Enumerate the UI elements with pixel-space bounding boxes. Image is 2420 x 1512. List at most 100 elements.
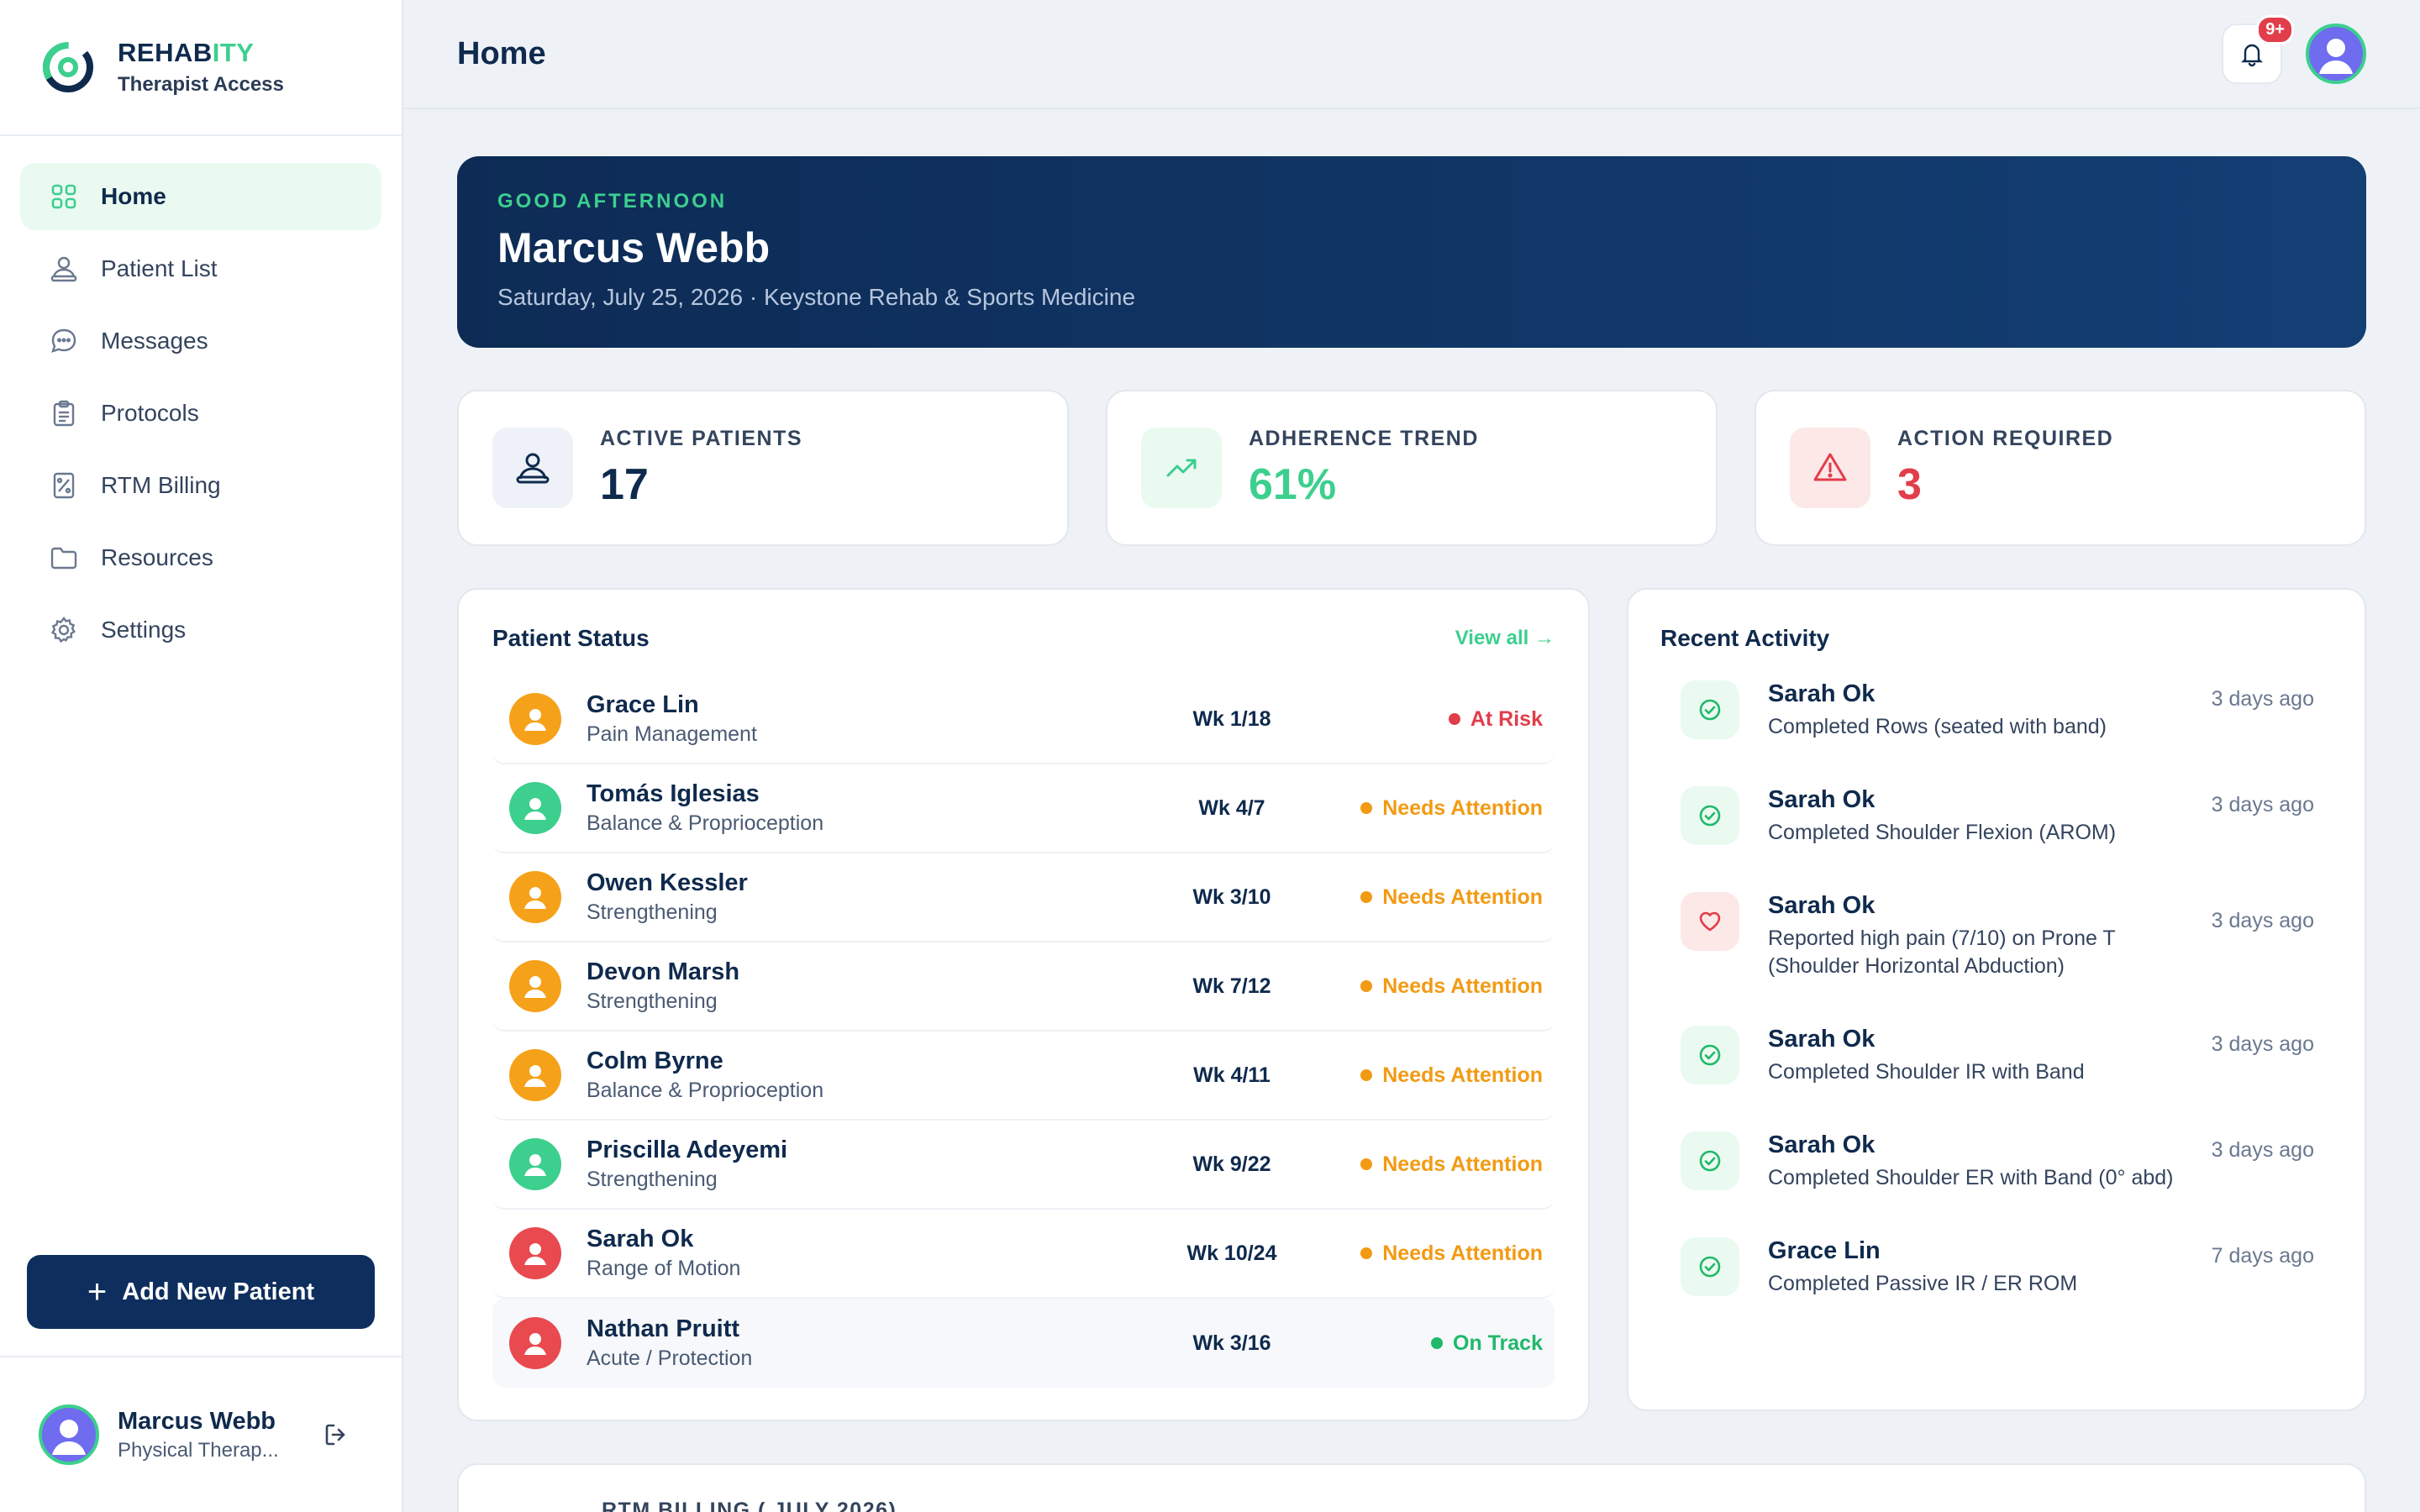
topbar: Home 9+	[403, 0, 2420, 109]
person-icon	[49, 254, 79, 284]
add-new-patient-button[interactable]: + Add New Patient	[27, 1255, 375, 1329]
activity-patient: Sarah Ok	[1768, 786, 1876, 813]
user-role: Physical Therap...	[118, 1438, 279, 1462]
clipboard-icon	[49, 398, 79, 428]
status-label: At Risk	[1470, 706, 1543, 731]
sidebar-item-label: Resources	[101, 544, 213, 570]
list-item[interactable]: Sarah Ok Completed Shoulder IR with Band 3…	[1660, 1026, 2333, 1086]
notification-badge: 9+	[2256, 15, 2294, 45]
patient-name: Sarah Ok	[587, 1226, 694, 1252]
sidebar-item-settings[interactable]: Settings	[20, 596, 381, 664]
stat-label: ACTIVE PATIENTS	[600, 426, 803, 450]
logout-icon[interactable]	[319, 1418, 353, 1452]
heart-icon	[1699, 911, 1721, 932]
therapist-name: Marcus Webb	[497, 224, 771, 271]
check-circle-icon	[1699, 1256, 1721, 1278]
sidebar-item-label: Patient List	[101, 255, 218, 281]
patient-week: Wk 4/11	[1193, 1063, 1270, 1087]
check-circle-icon	[1699, 1044, 1721, 1066]
sidebar-item-protocols[interactable]: Protocols	[20, 380, 381, 447]
check-circle-icon	[1699, 805, 1721, 827]
billing-title: RTM BILLING ( JULY 2026)	[602, 1499, 897, 1512]
patient-name: Tomás Iglesias	[587, 780, 760, 807]
plus-icon: +	[87, 1273, 108, 1310]
avatar[interactable]	[39, 1404, 99, 1465]
person-icon	[524, 1243, 546, 1265]
stat-value: 17	[600, 459, 649, 509]
status-badge: On Track	[1299, 1331, 1543, 1356]
notifications-button[interactable]: 9+	[2222, 15, 2294, 84]
profile-avatar[interactable]	[2306, 24, 2366, 84]
avatar	[509, 693, 561, 745]
sidebar-item-rtm-billing[interactable]: RTM Billing	[20, 452, 381, 519]
sidebar-item-resources[interactable]: Resources	[20, 524, 381, 591]
stat-label: ADHERENCE TREND	[1249, 426, 1479, 450]
view-all-link[interactable]: View all →	[1455, 627, 1555, 649]
table-row[interactable]: Colm Byrne Balance & Proprioception Wk 4/1…	[492, 1032, 1555, 1121]
list-item[interactable]: Sarah Ok Completed Rows (seated with band…	[1660, 680, 2333, 741]
activity-time: 3 days ago	[2211, 687, 2314, 711]
stat-active-patients[interactable]: ACTIVE PATIENTS 17	[457, 390, 1069, 546]
list-item[interactable]: Grace Lin Completed Passive IR / ER ROM 7 …	[1660, 1237, 2333, 1298]
list-item[interactable]: Sarah Ok Completed Shoulder Flexion (AROM…	[1660, 786, 2333, 847]
activity-description: Completed Rows (seated with band)	[1768, 715, 2107, 738]
recent-activity-panel: Recent Activity Sarah Ok Completed Rows (…	[1627, 588, 2366, 1411]
activity-patient: Sarah Ok	[1768, 892, 1876, 919]
stat-action-required[interactable]: ACTION REQUIRED 3	[1754, 390, 2366, 546]
status-badge: Needs Attention	[1299, 1242, 1543, 1266]
activity-patient: Grace Lin	[1768, 1237, 1881, 1264]
avatar	[509, 871, 561, 923]
gear-icon	[49, 615, 79, 645]
patient-week: Wk 10/24	[1186, 1241, 1277, 1265]
activity-description: Completed Passive IR / ER ROM	[1768, 1272, 2078, 1295]
patient-status-panel: Patient Status View all → Grace Lin Pain …	[457, 588, 1590, 1421]
table-row[interactable]: Sarah Ok Range of Motion Wk 10/24 Needs Att…	[492, 1210, 1555, 1299]
user-name: Marcus Webb	[118, 1407, 276, 1435]
status-badge: Needs Attention	[1299, 885, 1543, 910]
current-user[interactable]: Marcus Webb Physical Therap...	[0, 1356, 402, 1512]
activity-description: Reported high pain (7/10) on Prone T (Sh…	[1768, 927, 2116, 978]
sidebar-item-home[interactable]: Home	[20, 163, 381, 230]
table-row[interactable]: Devon Marsh Strengthening Wk 7/12 Needs Att…	[492, 942, 1555, 1032]
stats-row: ACTIVE PATIENTS 17 ADHERENCE TREND 61%	[457, 390, 2366, 546]
sidebar-item-patient-list[interactable]: Patient List	[20, 235, 381, 302]
table-row[interactable]: Priscilla Adeyemi Strengthening Wk 9/22 Nee…	[492, 1121, 1555, 1210]
activity-icon	[1681, 786, 1739, 845]
person-icon	[524, 976, 546, 998]
status-badge: Needs Attention	[1299, 1152, 1543, 1177]
activity-time: 3 days ago	[2211, 1032, 2314, 1056]
table-row[interactable]: Grace Lin Pain Management Wk 1/18 At Risk	[492, 675, 1555, 764]
activity-icon	[1681, 1237, 1739, 1296]
page-title: Home	[457, 35, 546, 71]
sidebar-nav: Home Patient List Messages Protocols	[0, 136, 402, 664]
list-item[interactable]: Sarah Ok Completed Shoulder ER with Band …	[1660, 1131, 2333, 1192]
chat-icon	[49, 326, 79, 356]
status-dot	[1360, 891, 1373, 903]
person-icon	[524, 1333, 546, 1355]
stat-adherence-trend[interactable]: ADHERENCE TREND 61%	[1106, 390, 1718, 546]
brand-subtitle: Therapist Access	[118, 73, 284, 96]
panel-title: Recent Activity	[1660, 625, 1830, 651]
table-row[interactable]: Tomás Iglesias Balance & Proprioception Wk…	[492, 764, 1555, 853]
brand-name: REHABITY	[118, 38, 255, 67]
stat-value: 3	[1897, 459, 1922, 509]
table-row[interactable]: Nathan Pruitt Acute / Protection Wk 3/16 On…	[492, 1299, 1555, 1388]
patient-name: Colm Byrne	[587, 1047, 723, 1074]
table-row[interactable]: Owen Kessler Strengthening Wk 3/10 Needs At…	[492, 853, 1555, 942]
status-dot	[1431, 1337, 1443, 1349]
patient-category: Range of Motion	[587, 1257, 741, 1280]
list-item[interactable]: Sarah Ok Reported high pain (7/10) on Pro…	[1660, 892, 2333, 980]
status-dot	[1360, 1158, 1373, 1170]
sidebar-item-label: Home	[101, 183, 166, 209]
status-label: Needs Attention	[1382, 885, 1543, 909]
sidebar-item-label: RTM Billing	[101, 472, 221, 498]
patient-week: Wk 3/16	[1192, 1331, 1271, 1355]
main-content: Home 9+ GOOD AFTERNOON Marcus Webb Satur…	[403, 0, 2420, 1512]
brand[interactable]: REHABITY Therapist Access	[0, 0, 402, 136]
activity-time: 3 days ago	[2211, 1138, 2314, 1162]
activity-time: 3 days ago	[2211, 909, 2314, 932]
sidebar-item-messages[interactable]: Messages	[20, 307, 381, 375]
status-badge: Needs Attention	[1299, 796, 1543, 821]
status-badge: Needs Attention	[1299, 974, 1543, 999]
